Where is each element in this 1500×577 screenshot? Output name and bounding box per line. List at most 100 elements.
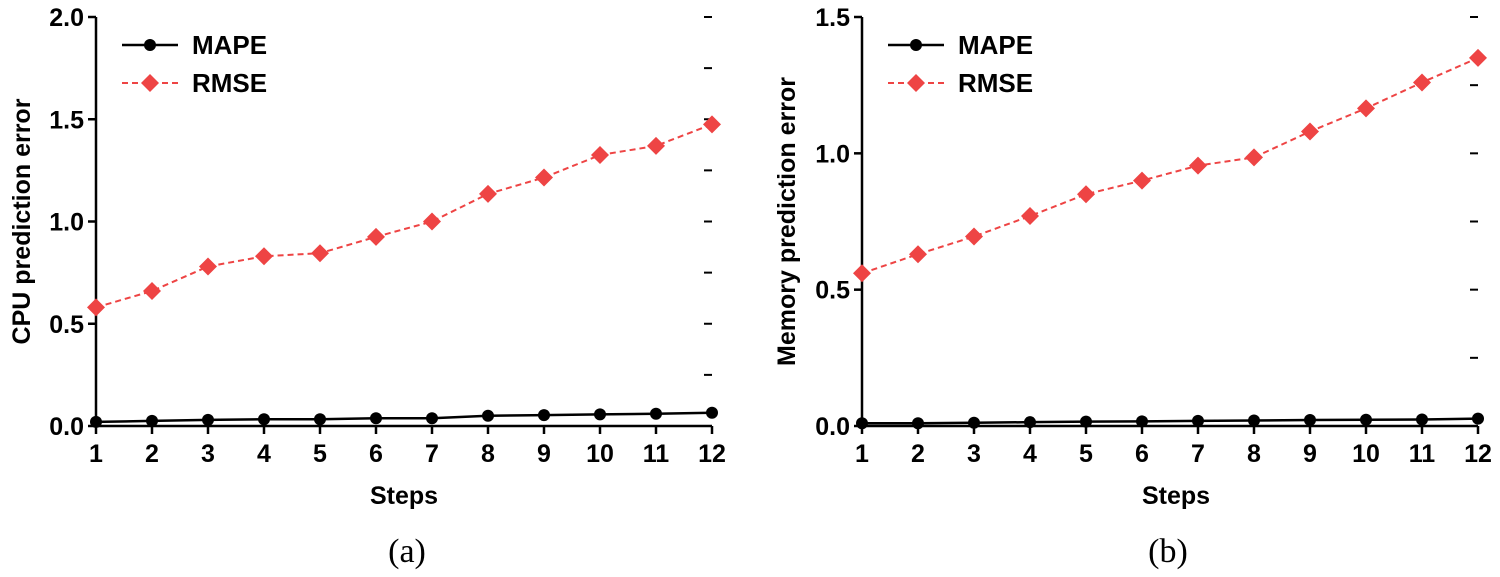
data-point xyxy=(1248,414,1260,427)
data-point xyxy=(1192,414,1204,427)
x-tick-label: 8 xyxy=(1247,440,1261,468)
data-point xyxy=(1360,413,1372,426)
x-tick-label: 10 xyxy=(586,440,614,468)
y-tick-label: 1.0 xyxy=(815,140,850,168)
series-line xyxy=(862,417,1479,425)
x-axis-label: Steps xyxy=(370,482,438,510)
data-point xyxy=(968,416,980,429)
data-point xyxy=(202,413,214,426)
data-point xyxy=(853,264,871,283)
y-tick-label: 0.5 xyxy=(49,311,84,339)
legend-label: RMSE xyxy=(958,68,1033,98)
data-point xyxy=(909,245,927,264)
data-point xyxy=(965,227,983,246)
data-point xyxy=(538,409,550,422)
series-rmse xyxy=(853,48,1487,283)
x-tick-label: 7 xyxy=(1191,440,1205,468)
data-point xyxy=(1245,148,1263,167)
x-tick-label: 5 xyxy=(1079,440,1093,468)
data-point xyxy=(1413,73,1431,92)
data-point xyxy=(314,413,326,426)
x-tick-label: 2 xyxy=(911,440,925,468)
data-point xyxy=(703,115,721,134)
legend: MAPE RMSE xyxy=(888,30,1033,98)
data-point xyxy=(591,146,609,165)
data-point xyxy=(650,407,662,420)
x-tick-label: 11 xyxy=(1409,440,1436,468)
data-point xyxy=(1472,412,1484,425)
data-point xyxy=(1077,185,1095,204)
series-line xyxy=(861,56,1479,275)
data-point xyxy=(1189,156,1207,175)
x-tick-label: 6 xyxy=(369,440,383,468)
data-point xyxy=(1304,414,1316,427)
figure-caption: (b) xyxy=(1148,533,1188,570)
legend-marker xyxy=(907,74,925,92)
data-point xyxy=(647,136,665,155)
data-point xyxy=(535,168,553,187)
data-point xyxy=(311,244,329,263)
x-axis-label: Steps xyxy=(1142,482,1210,510)
data-point xyxy=(258,413,270,426)
x-tick-label: 4 xyxy=(257,440,271,468)
series-rmse xyxy=(87,115,721,317)
data-point xyxy=(482,409,494,422)
y-axis-label: Memory prediction error xyxy=(773,77,801,366)
data-point xyxy=(912,417,924,430)
y-tick-label: 2.0 xyxy=(49,4,84,32)
x-tick-label: 1 xyxy=(89,440,103,468)
data-point xyxy=(255,247,273,266)
legend-marker xyxy=(141,74,159,92)
x-tick-label: 12 xyxy=(1464,440,1492,468)
x-tick-label: 7 xyxy=(425,440,439,468)
x-tick-label: 8 xyxy=(481,440,495,468)
data-point xyxy=(1416,413,1428,426)
x-tick-label: 6 xyxy=(1135,440,1149,468)
data-point xyxy=(426,412,438,425)
data-point xyxy=(1357,99,1375,118)
figure-caption: (a) xyxy=(388,533,426,570)
y-tick-label: 0.5 xyxy=(815,277,850,305)
x-tick-label: 10 xyxy=(1352,440,1380,468)
data-point xyxy=(1021,207,1039,226)
series-line xyxy=(95,411,713,424)
x-tick-label: 12 xyxy=(698,440,726,468)
legend-label: MAPE xyxy=(192,30,267,60)
legend-marker xyxy=(144,39,156,51)
data-point xyxy=(90,415,102,428)
data-point xyxy=(199,257,217,276)
x-tick-label: 2 xyxy=(145,440,159,468)
y-tick-label: 0.0 xyxy=(815,413,850,441)
data-point xyxy=(856,417,868,430)
x-tick-label: 9 xyxy=(537,440,551,468)
data-point xyxy=(1469,48,1487,67)
data-point xyxy=(1080,415,1092,428)
legend-marker xyxy=(910,39,922,51)
y-tick-label: 1.5 xyxy=(49,106,84,134)
y-tick-label: 1.0 xyxy=(49,209,84,237)
data-point xyxy=(594,408,606,421)
y-tick-label: 0.0 xyxy=(49,413,84,441)
x-tick-label: 1 xyxy=(855,440,869,468)
y-axis-label: CPU prediction error xyxy=(8,98,36,344)
data-point xyxy=(146,414,158,427)
data-point xyxy=(367,227,385,246)
x-tick-label: 11 xyxy=(643,440,670,468)
data-point xyxy=(1024,416,1036,429)
legend-label: MAPE xyxy=(958,30,1033,60)
data-point xyxy=(1301,122,1319,141)
series-mape xyxy=(856,412,1484,430)
y-tick-label: 1.5 xyxy=(815,4,850,32)
legend: MAPE RMSE xyxy=(122,30,267,98)
x-tick-label: 9 xyxy=(1303,440,1317,468)
data-point xyxy=(143,282,161,301)
series-line xyxy=(95,123,713,309)
data-point xyxy=(370,412,382,425)
data-point xyxy=(1133,171,1151,190)
data-point xyxy=(423,212,441,231)
x-tick-label: 5 xyxy=(313,440,327,468)
series-mape xyxy=(90,406,718,428)
